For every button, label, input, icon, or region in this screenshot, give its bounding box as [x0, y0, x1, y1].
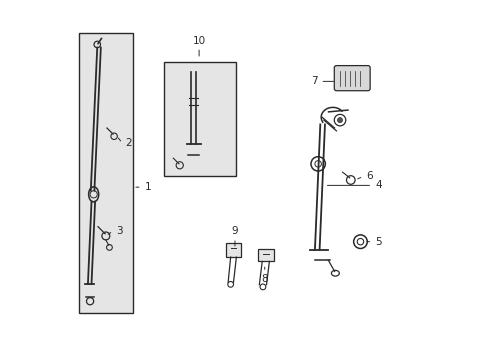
- FancyBboxPatch shape: [334, 66, 370, 91]
- Text: 9: 9: [232, 226, 238, 236]
- Text: 3: 3: [116, 226, 122, 236]
- Bar: [258, 249, 274, 261]
- Bar: [164, 62, 236, 176]
- Text: 8: 8: [261, 274, 268, 284]
- Text: 4: 4: [375, 180, 382, 190]
- Text: 10: 10: [193, 36, 206, 45]
- Bar: [79, 33, 133, 313]
- Text: 5: 5: [375, 237, 382, 247]
- Circle shape: [338, 118, 343, 123]
- Text: 6: 6: [366, 171, 373, 181]
- Text: 7: 7: [311, 76, 318, 86]
- Text: 1: 1: [145, 182, 151, 192]
- Bar: [226, 243, 241, 257]
- Text: 2: 2: [125, 138, 132, 148]
